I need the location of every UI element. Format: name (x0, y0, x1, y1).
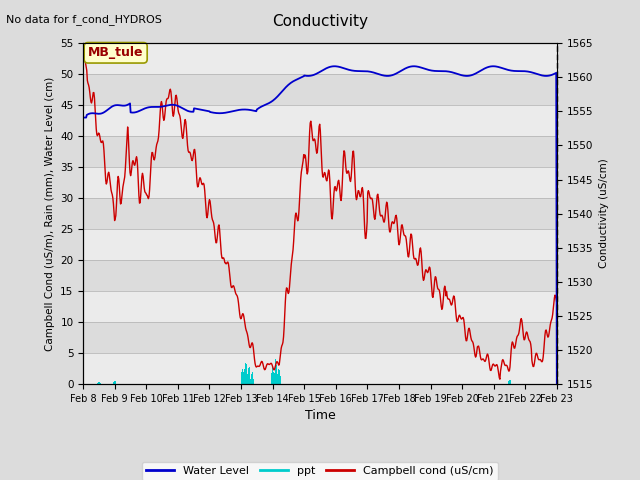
Text: Conductivity: Conductivity (272, 14, 368, 29)
Bar (278, 373, 279, 384)
Bar (246, 364, 247, 384)
Bar (248, 367, 250, 384)
Bar (99, 382, 100, 384)
Bar (83, 43, 557, 74)
Bar (83, 229, 557, 260)
Bar (97, 383, 99, 384)
Bar (83, 105, 557, 136)
Bar (272, 366, 273, 384)
Bar (276, 365, 277, 384)
Y-axis label: Campbell Cond (uS/m), Rain (mm), Water Level (cm): Campbell Cond (uS/m), Rain (mm), Water L… (45, 76, 54, 351)
Bar (271, 373, 272, 384)
Bar (251, 374, 252, 384)
Bar (247, 380, 248, 384)
Campbell cond (uS/cm) (381, 216, 388, 221)
Bar (241, 372, 243, 384)
Bar (509, 380, 511, 384)
Campbell cond (uS/cm) (367, 196, 374, 202)
Bar (249, 372, 250, 384)
Water Level (381, 73, 389, 79)
Bar (83, 291, 557, 322)
Line: Campbell cond (uS/cm): Campbell cond (uS/cm) (83, 49, 557, 379)
Bar (244, 377, 245, 384)
Bar (272, 367, 273, 384)
Bar (115, 383, 116, 384)
Bar (253, 379, 254, 384)
Bar (271, 380, 272, 384)
Bar (277, 379, 278, 384)
Bar (275, 363, 276, 384)
Bar (241, 377, 242, 384)
Bar (99, 383, 100, 384)
Bar (115, 381, 116, 384)
Bar (273, 379, 275, 384)
Water Level (439, 68, 447, 74)
Water Level (355, 68, 363, 74)
Campbell cond (uS/cm) (553, 300, 561, 306)
Text: No data for f_cond_HYDROS: No data for f_cond_HYDROS (6, 14, 163, 25)
Bar (113, 383, 114, 384)
Bar (114, 381, 115, 384)
Campbell cond (uS/cm) (79, 47, 87, 52)
Bar (509, 380, 510, 384)
Bar (243, 377, 244, 384)
Bar (98, 382, 99, 384)
Bar (246, 372, 248, 384)
Bar (250, 379, 251, 384)
Water Level (488, 63, 495, 69)
Bar (275, 359, 276, 384)
X-axis label: Time: Time (305, 409, 335, 422)
Bar (276, 374, 278, 384)
Bar (113, 382, 115, 384)
Bar (508, 383, 509, 384)
Bar (250, 379, 252, 384)
Water Level (367, 69, 375, 75)
Bar (242, 369, 243, 384)
Bar (245, 363, 246, 384)
Text: MB_tule: MB_tule (88, 46, 143, 60)
Bar (243, 372, 244, 384)
Campbell cond (uS/cm) (108, 192, 116, 197)
Bar (252, 372, 253, 384)
Bar (273, 372, 274, 384)
Campbell cond (uS/cm) (438, 305, 446, 311)
Water Level (553, 381, 561, 387)
Bar (248, 368, 249, 384)
Bar (83, 167, 557, 198)
Campbell cond (uS/cm) (487, 368, 495, 373)
Water Level (108, 104, 116, 109)
Bar (510, 382, 511, 384)
Bar (244, 369, 246, 384)
Bar (83, 353, 557, 384)
Y-axis label: Conductivity (uS/cm): Conductivity (uS/cm) (598, 159, 609, 268)
Bar (278, 369, 280, 384)
Bar (252, 374, 253, 384)
Legend: Water Level, ppt, Campbell cond (uS/cm): Water Level, ppt, Campbell cond (uS/cm) (142, 462, 498, 480)
Bar (279, 370, 280, 384)
Campbell cond (uS/cm) (496, 376, 504, 382)
Campbell cond (uS/cm) (355, 188, 362, 193)
Bar (508, 381, 509, 384)
Water Level (79, 115, 87, 120)
Bar (274, 373, 275, 384)
Water Level (331, 63, 339, 69)
Line: Water Level: Water Level (83, 66, 557, 384)
